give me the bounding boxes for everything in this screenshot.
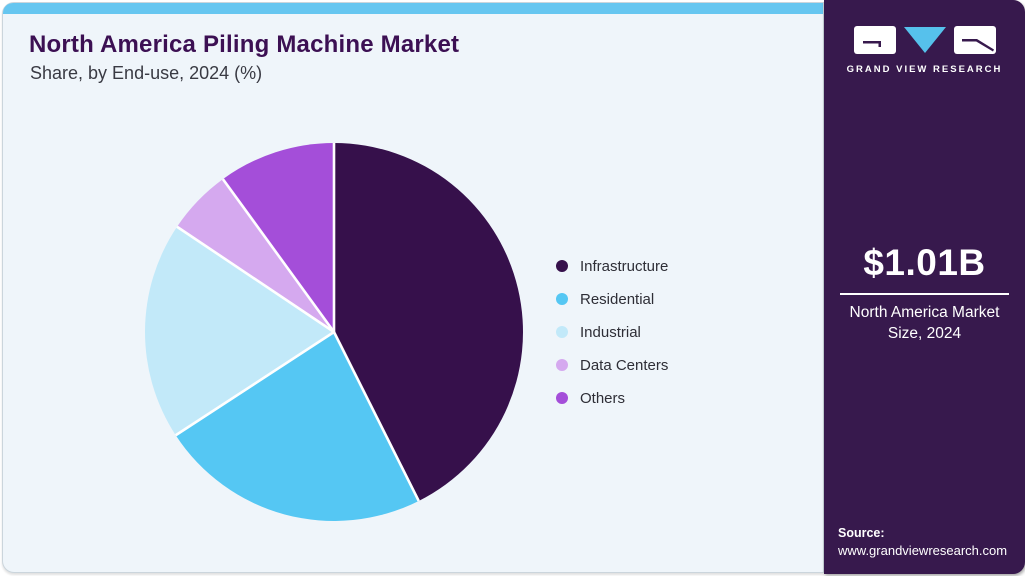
legend-item[interactable]: Residential (556, 287, 668, 311)
legend-label: Residential (580, 290, 655, 308)
legend-item[interactable]: Industrial (556, 320, 668, 344)
slice-divider (174, 330, 335, 437)
gvr-logo-glyphs (824, 26, 1025, 56)
pie-slice-data-centers[interactable] (177, 179, 334, 332)
page-subtitle: Share, by End-use, 2024 (%) (30, 63, 263, 83)
slice-divider (221, 178, 336, 333)
pie-chart[interactable] (143, 141, 525, 523)
logo-r-icon (953, 26, 996, 54)
legend-item[interactable]: Data Centers (556, 353, 668, 377)
legend-swatch (556, 260, 568, 272)
market-size-block: $1.01B North America Market Size, 2024 (824, 242, 1025, 345)
source-url[interactable]: www.grandviewresearch.com (838, 543, 1008, 558)
pie-slice-others[interactable] (222, 143, 334, 332)
chart-card: North America Piling Machine Market Shar… (2, 2, 824, 573)
pie-slice-infrastructure[interactable] (334, 143, 524, 501)
legend-swatch (556, 326, 568, 338)
sidebar: GRAND VIEW RESEARCH $1.01B North America… (824, 0, 1025, 574)
legend-swatch (556, 392, 568, 404)
pie-slice-industrial[interactable] (145, 226, 334, 436)
logo-v-icon (903, 27, 946, 53)
pie-slice-residential[interactable] (175, 332, 419, 522)
market-size-divider (840, 293, 1009, 295)
legend-swatch (556, 359, 568, 371)
legend-item[interactable]: Others (556, 386, 668, 410)
page-title: North America Piling Machine Market (29, 31, 460, 58)
legend-label: Others (580, 389, 626, 407)
legend-item[interactable]: Infrastructure (556, 254, 668, 278)
market-size-value: $1.01B (863, 242, 986, 283)
source-block: Source: www.grandviewresearch.com (838, 526, 1007, 558)
logo-g-icon (853, 26, 896, 54)
legend-swatch (556, 293, 568, 305)
logo-wordmark: GRAND VIEW RESEARCH (846, 64, 1003, 75)
top-accent-bar (3, 3, 823, 14)
gvr-logo: GRAND VIEW RESEARCH (824, 26, 1025, 75)
legend-label: Infrastructure (580, 257, 669, 275)
legend-label: Industrial (580, 323, 641, 341)
slice-divider (332, 331, 420, 502)
chart-legend: Infrastructure Residential Industrial Data … (556, 254, 668, 419)
source-label: Source: (838, 526, 885, 540)
legend-label: Data Centers (580, 356, 669, 374)
slice-divider (176, 225, 335, 334)
market-size-label: North America Market Size, 2024 (849, 304, 1000, 342)
